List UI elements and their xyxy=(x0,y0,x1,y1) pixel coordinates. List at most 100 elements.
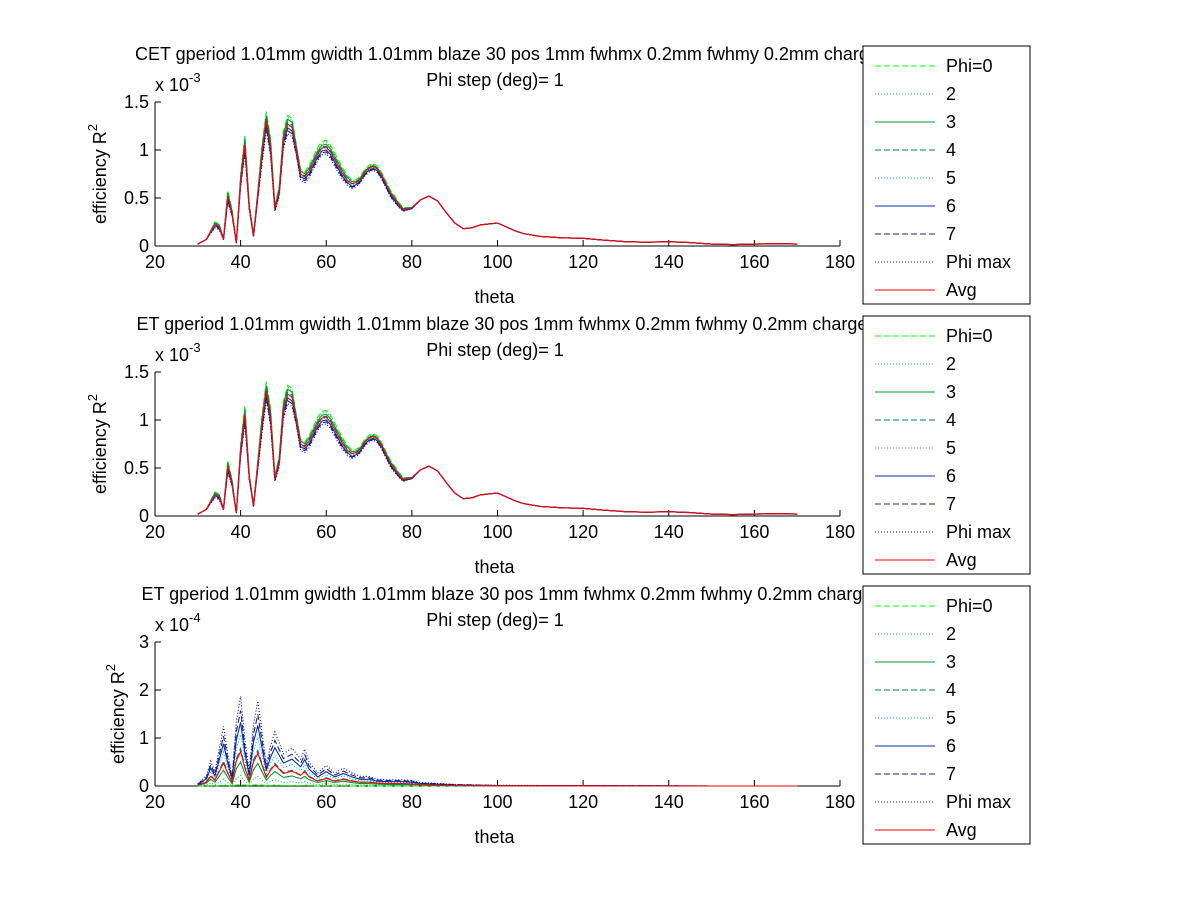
y-axis-exponent: x 10-4 xyxy=(155,610,201,635)
legend-label: 6 xyxy=(946,736,956,756)
x-tick-label: 120 xyxy=(568,522,598,542)
x-tick-label: 120 xyxy=(568,792,598,812)
legend-label: 3 xyxy=(946,112,956,132)
y-tick-label: 0 xyxy=(139,236,149,256)
legend-box xyxy=(862,45,1031,305)
legend-label: 5 xyxy=(946,168,956,188)
x-tick-label: 20 xyxy=(145,792,165,812)
x-tick-label: 60 xyxy=(316,252,336,272)
y-axis-label: efficiency R2 xyxy=(85,394,110,494)
chart-subtitle: Phi step (deg)= 1 xyxy=(426,340,564,360)
series-line-phi-0 xyxy=(197,381,798,516)
y-tick-label: 1.5 xyxy=(124,362,149,382)
series-line-phi-0 xyxy=(197,784,798,787)
legend-label: 2 xyxy=(946,84,956,104)
y-tick-label: 1 xyxy=(139,728,149,748)
legend-label: 2 xyxy=(946,624,956,644)
legend-label: 5 xyxy=(946,708,956,728)
x-tick-label: 140 xyxy=(654,252,684,272)
exponent-power: -3 xyxy=(189,340,201,355)
series-line-4 xyxy=(197,388,798,516)
y-tick-label: 0.5 xyxy=(124,458,149,478)
x-tick-label: 100 xyxy=(482,252,512,272)
chart-subtitle: Phi step (deg)= 1 xyxy=(426,610,564,630)
x-axis-label: theta xyxy=(474,287,515,307)
chart-title: CET gperiod 1.01mm gwidth 1.01mm blaze 3… xyxy=(135,44,985,64)
legend-label: Phi=0 xyxy=(946,56,993,76)
chart-title: ET gperiod 1.01mm gwidth 1.01mm blaze 30… xyxy=(136,314,973,334)
legend-label: Phi max xyxy=(946,522,1011,542)
y-tick-label: 1.5 xyxy=(124,92,149,112)
x-tick-label: 80 xyxy=(402,792,422,812)
legend: Phi=0 2 3 4 5 6 7 Phi max Avg xyxy=(862,585,1031,845)
chart-panel-1: CET gperiod 1.01mm gwidth 1.01mm blaze 3… xyxy=(85,44,1031,307)
series-line-avg xyxy=(197,749,798,787)
series-line-7 xyxy=(197,126,798,246)
legend-label: 7 xyxy=(946,764,956,784)
y-axis-label-sup: 2 xyxy=(85,394,100,401)
x-tick-label: 160 xyxy=(739,252,769,272)
y-axis-label: efficiency R2 xyxy=(85,124,110,224)
series-line-phi-max xyxy=(197,696,798,787)
series-group xyxy=(197,696,798,787)
y-tick-label: 1 xyxy=(139,410,149,430)
legend-label: 6 xyxy=(946,196,956,216)
series-line-5 xyxy=(197,391,798,516)
series-line-2 xyxy=(197,383,798,516)
series-group xyxy=(197,111,798,246)
chart-title: ET gperiod 1.01mm gwidth 1.01mm blaze 30… xyxy=(141,584,968,604)
chart-title-main: CET gperiod 1.01mm gwidth 1.01mm blaze 3… xyxy=(135,44,894,64)
legend-label: Phi=0 xyxy=(946,596,993,616)
exponent-base: x 10 xyxy=(155,615,189,635)
y-tick-label: 3 xyxy=(139,632,149,652)
x-tick-label: 40 xyxy=(231,792,251,812)
legend: Phi=0 2 3 4 5 6 7 Phi max Avg xyxy=(862,315,1031,575)
legend-label: 2 xyxy=(946,354,956,374)
y-axis-label-text: efficiency R xyxy=(90,401,110,494)
legend-box xyxy=(862,585,1031,845)
y-tick-label: 1 xyxy=(139,140,149,160)
chart-title-main: ET gperiod 1.01mm gwidth 1.01mm blaze 30… xyxy=(136,314,882,334)
x-tick-label: 140 xyxy=(654,792,684,812)
x-tick-label: 160 xyxy=(739,792,769,812)
x-axis-label: theta xyxy=(474,827,515,847)
exponent-base: x 10 xyxy=(155,75,189,95)
legend-label: Phi=0 xyxy=(946,326,993,346)
x-tick-label: 180 xyxy=(825,522,855,542)
y-axis-exponent: x 10-3 xyxy=(155,70,201,95)
series-line-7 xyxy=(197,396,798,516)
x-tick-label: 180 xyxy=(825,252,855,272)
chart-panel-3: ET gperiod 1.01mm gwidth 1.01mm blaze 30… xyxy=(103,584,1031,847)
series-line-3 xyxy=(197,385,798,516)
series-line-5 xyxy=(197,734,798,787)
legend-label: Phi max xyxy=(946,252,1011,272)
legend-label: 5 xyxy=(946,438,956,458)
y-axis-label-text: efficiency R xyxy=(90,131,110,224)
legend-label: Phi max xyxy=(946,792,1011,812)
x-tick-label: 140 xyxy=(654,522,684,542)
series-line-avg xyxy=(197,390,798,516)
chart-subtitle: Phi step (deg)= 1 xyxy=(426,70,564,90)
series-line-6 xyxy=(197,124,798,246)
series-line-avg xyxy=(197,120,798,246)
exponent-power: -3 xyxy=(189,70,201,85)
y-axis-label: efficiency R2 xyxy=(103,664,128,764)
legend-label: 4 xyxy=(946,680,956,700)
series-line-4 xyxy=(197,118,798,246)
chart-title-main: ET gperiod 1.01mm gwidth 1.01mm blaze 30… xyxy=(141,584,887,604)
legend-label: 7 xyxy=(946,494,956,514)
series-line-5 xyxy=(197,121,798,246)
legend-label: Avg xyxy=(946,280,977,300)
x-tick-label: 180 xyxy=(825,792,855,812)
legend-label: 3 xyxy=(946,382,956,402)
legend-label: 4 xyxy=(946,410,956,430)
legend-label: 6 xyxy=(946,466,956,486)
x-tick-label: 80 xyxy=(402,522,422,542)
chart-panel-2: ET gperiod 1.01mm gwidth 1.01mm blaze 30… xyxy=(85,314,1031,577)
y-axis-exponent: x 10-3 xyxy=(155,340,201,365)
series-line-phi-max xyxy=(197,399,798,516)
x-tick-label: 40 xyxy=(231,252,251,272)
legend-label: Avg xyxy=(946,820,977,840)
x-tick-label: 80 xyxy=(402,252,422,272)
